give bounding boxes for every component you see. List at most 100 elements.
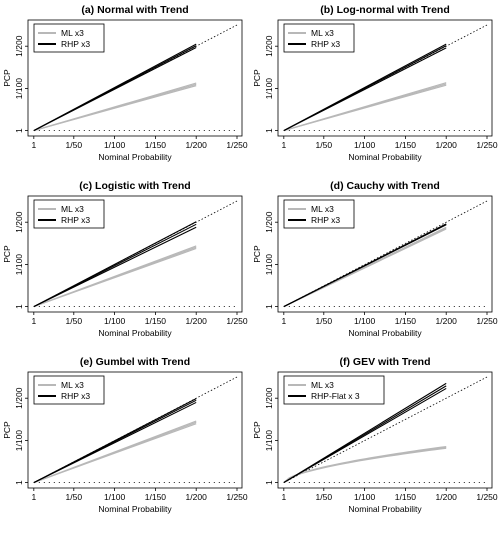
- legend-label: RHP x3: [311, 39, 340, 49]
- legend-box: [283, 375, 385, 405]
- series-line: [283, 82, 447, 132]
- legend-box: [33, 23, 105, 53]
- x-tick-label: 1/50: [66, 316, 83, 326]
- chart-title: (c) Logistic with Trend: [79, 180, 190, 192]
- x-tick-label: 1/50: [316, 492, 333, 502]
- legend-label: ML x3: [311, 28, 334, 38]
- legend-box: [283, 23, 355, 53]
- x-axis-label: Nominal Probability: [98, 504, 172, 514]
- legend-label: ML x3: [61, 28, 84, 38]
- x-tick-label: 1/150: [395, 492, 417, 502]
- x-axis-label: Nominal Probability: [98, 328, 172, 338]
- x-tick-label: 1: [31, 140, 36, 150]
- y-tick-label: 1/200: [14, 35, 24, 57]
- x-tick-label: 1/150: [145, 316, 167, 326]
- y-axis-label: PCP: [252, 421, 262, 439]
- legend-label: RHP x3: [311, 215, 340, 225]
- chart-panel: (b) Log-normal with Trend 1 1/50 1/100 1/150…: [252, 4, 498, 162]
- x-tick-label: 1/100: [354, 492, 376, 502]
- y-tick-label: 1/100: [264, 430, 274, 452]
- x-tick-label: 1/200: [436, 140, 458, 150]
- x-tick-label: 1/250: [226, 316, 248, 326]
- legend-label: RHP x3: [61, 391, 90, 401]
- legend-label: RHP-Flat x 3: [311, 391, 360, 401]
- chart-panel: (e) Gumbel with Trend 1 1/50 1/100 1/150 1/20…: [2, 356, 248, 514]
- x-tick-label: 1/200: [186, 316, 208, 326]
- series-line: [33, 420, 197, 484]
- x-tick-label: 1: [31, 316, 36, 326]
- x-tick-label: 1/50: [66, 492, 83, 502]
- x-axis-label: Nominal Probability: [348, 504, 422, 514]
- x-tick-label: 1: [31, 492, 36, 502]
- y-tick-label: 1/100: [14, 254, 24, 276]
- chart-panel: (d) Cauchy with Trend 1 1/50 1/100 1/150 1/20…: [252, 180, 498, 338]
- series-line: [33, 221, 197, 308]
- x-tick-label: 1: [281, 316, 286, 326]
- x-tick-label: 1/200: [186, 492, 208, 502]
- chart-title: (f) GEV with Trend: [340, 356, 431, 368]
- series-line: [33, 245, 197, 308]
- y-tick-label: 1/200: [264, 35, 274, 57]
- x-tick-label: 1/150: [145, 140, 167, 150]
- y-axis-label: PCP: [2, 245, 12, 263]
- x-tick-label: 1/150: [395, 316, 417, 326]
- legend-box: [33, 199, 105, 229]
- legend-label: ML x3: [311, 204, 334, 214]
- legend-box: [283, 199, 355, 229]
- y-axis-label: PCP: [252, 69, 262, 87]
- series-line: [33, 43, 197, 132]
- x-tick-label: 1/250: [476, 492, 498, 502]
- y-tick-label: 1/200: [14, 387, 24, 409]
- chart-title: (d) Cauchy with Trend: [330, 180, 440, 192]
- x-tick-label: 1/100: [104, 492, 126, 502]
- x-tick-label: 1/250: [226, 140, 248, 150]
- x-tick-label: 1/50: [316, 140, 333, 150]
- series-line: [283, 43, 447, 132]
- x-tick-label: 1: [281, 492, 286, 502]
- x-tick-label: 1/50: [316, 316, 333, 326]
- x-tick-label: 1/50: [66, 140, 83, 150]
- x-tick-label: 1/150: [395, 140, 417, 150]
- x-tick-label: 1/150: [145, 492, 167, 502]
- chart-title: (a) Normal with Trend: [81, 4, 188, 16]
- y-tick-label: 1/100: [264, 254, 274, 276]
- x-tick-label: 1/200: [186, 140, 208, 150]
- plot-frame: [27, 19, 243, 137]
- x-tick-label: 1/200: [436, 492, 458, 502]
- series-line: [283, 446, 447, 484]
- x-tick-label: 1: [281, 140, 286, 150]
- y-tick-label: 1: [14, 128, 24, 133]
- x-tick-label: 1/100: [104, 140, 126, 150]
- x-tick-label: 1/100: [354, 316, 376, 326]
- series-line: [283, 445, 447, 484]
- y-tick-label: 1: [14, 480, 24, 485]
- y-axis-label: PCP: [2, 69, 12, 87]
- x-tick-label: 1/100: [354, 140, 376, 150]
- plot-frame: [277, 195, 493, 313]
- legend-label: RHP x3: [61, 215, 90, 225]
- chart-title: (e) Gumbel with Trend: [80, 356, 190, 368]
- plot-frame: [277, 19, 493, 137]
- y-tick-label: 1: [264, 304, 274, 309]
- chart-panel: (a) Normal with Trend 1 1/50 1/100 1/150 1/20…: [2, 4, 248, 162]
- y-axis-label: PCP: [252, 245, 262, 263]
- chart-title: (b) Log-normal with Trend: [320, 4, 450, 16]
- x-tick-label: 1/100: [104, 316, 126, 326]
- legend-label: ML x3: [61, 380, 84, 390]
- y-tick-label: 1/200: [264, 211, 274, 233]
- x-axis-label: Nominal Probability: [348, 152, 422, 162]
- series-line: [283, 447, 447, 484]
- y-tick-label: 1/100: [264, 78, 274, 100]
- series-line: [33, 398, 197, 484]
- legend-label: ML x3: [311, 380, 334, 390]
- y-tick-label: 1: [264, 128, 274, 133]
- plot-frame: [277, 371, 493, 489]
- y-tick-label: 1/200: [14, 211, 24, 233]
- series-line: [283, 382, 447, 484]
- x-tick-label: 1/250: [476, 316, 498, 326]
- x-tick-label: 1/200: [436, 316, 458, 326]
- x-tick-label: 1/250: [476, 140, 498, 150]
- legend-box: [33, 375, 105, 405]
